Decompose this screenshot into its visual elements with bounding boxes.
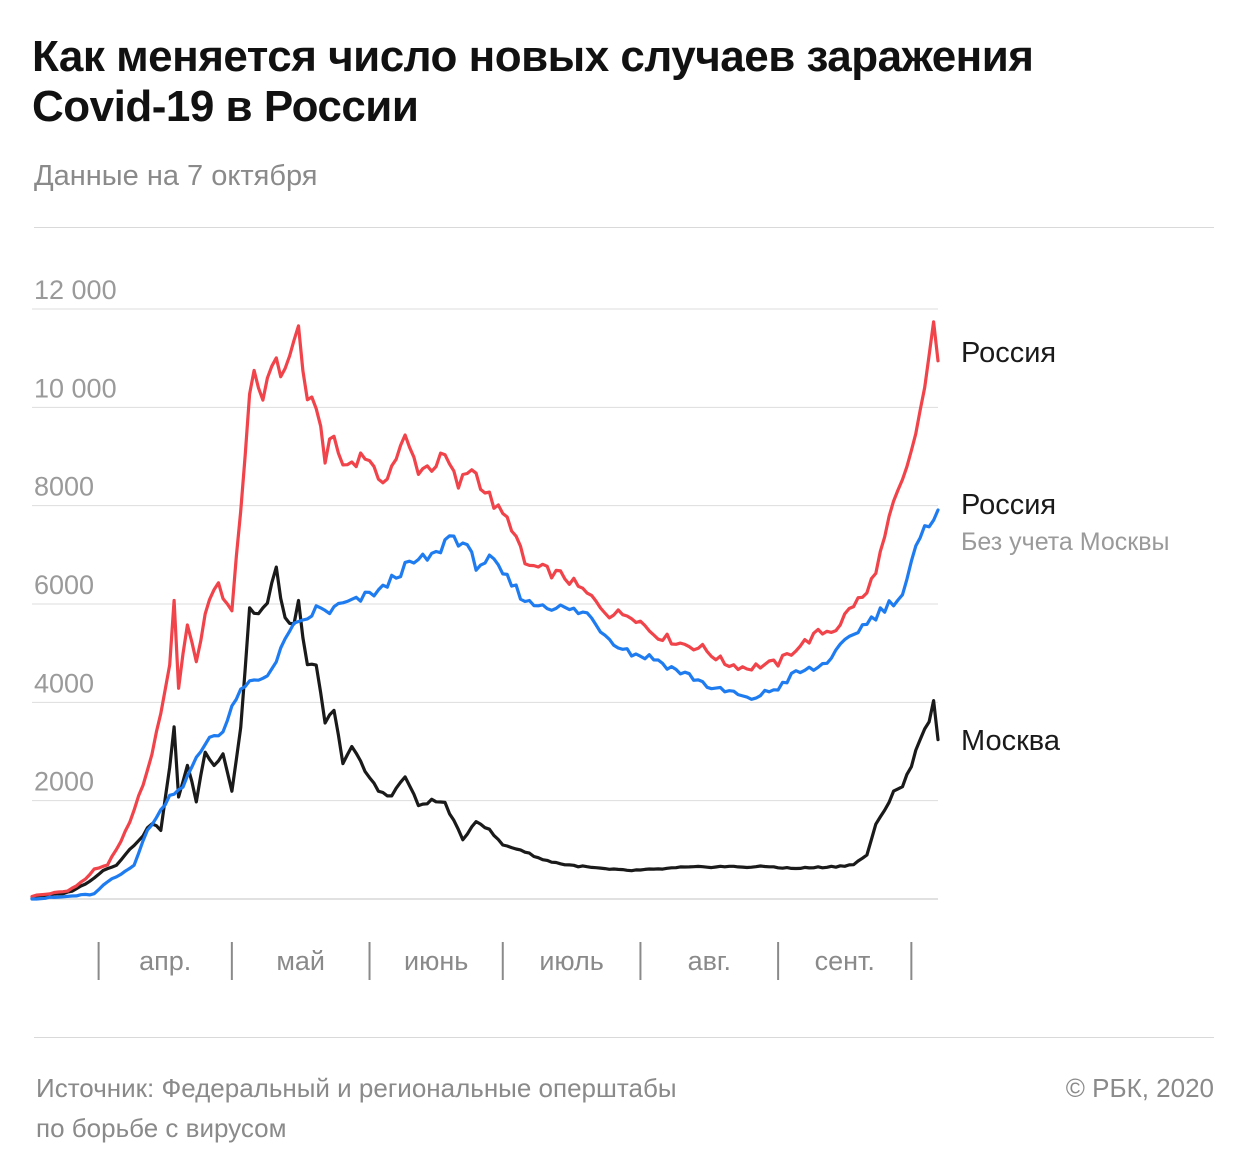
copyright: © РБК, 2020 bbox=[1065, 1073, 1214, 1103]
series-label: Россия bbox=[961, 337, 1056, 369]
line-chart: 2000 4000 6000 8000 10 000 12 000 апр. май июнь и… bbox=[30, 275, 1169, 980]
y-tick-label: 2000 bbox=[34, 767, 94, 797]
bottom-divider bbox=[34, 1037, 1214, 1038]
y-tick-label: 8000 bbox=[34, 472, 94, 502]
y-tick-label: 12 000 bbox=[34, 275, 117, 305]
x-tick-label: сент. bbox=[815, 946, 875, 976]
series-moscow bbox=[30, 565, 940, 900]
y-tick-label: 4000 bbox=[34, 668, 94, 698]
chart-title-line-1: Как меняется число новых случаев заражен… bbox=[32, 32, 1034, 81]
series-sublabel: Без учета Москвы bbox=[961, 528, 1169, 556]
x-tick-label: июнь bbox=[404, 946, 468, 976]
x-tick-label: июль bbox=[539, 946, 604, 976]
source-note: Источник: Федеральный и региональные опе… bbox=[36, 1068, 677, 1148]
source-line-2: по борьбе с вирусом bbox=[36, 1113, 287, 1143]
series-russia bbox=[30, 320, 940, 899]
y-tick-label: 10 000 bbox=[34, 373, 117, 403]
series-label: Россия bbox=[961, 489, 1056, 521]
source-line-1: Источник: Федеральный и региональные опе… bbox=[36, 1073, 677, 1103]
chart-title: Как меняется число новых случаев заражен… bbox=[32, 32, 1212, 132]
series-label: Москва bbox=[961, 725, 1061, 757]
chart-title-line-2: Covid-19 в России bbox=[32, 82, 419, 131]
x-tick-label: апр. bbox=[139, 946, 191, 976]
x-tick-label: май bbox=[276, 946, 325, 976]
chart-subtitle: Данные на 7 октября bbox=[34, 160, 318, 192]
x-tick-label: авг. bbox=[688, 946, 731, 976]
y-tick-label: 6000 bbox=[34, 570, 94, 600]
top-divider bbox=[34, 227, 1214, 228]
series-russia-excl-moscow bbox=[30, 508, 940, 901]
